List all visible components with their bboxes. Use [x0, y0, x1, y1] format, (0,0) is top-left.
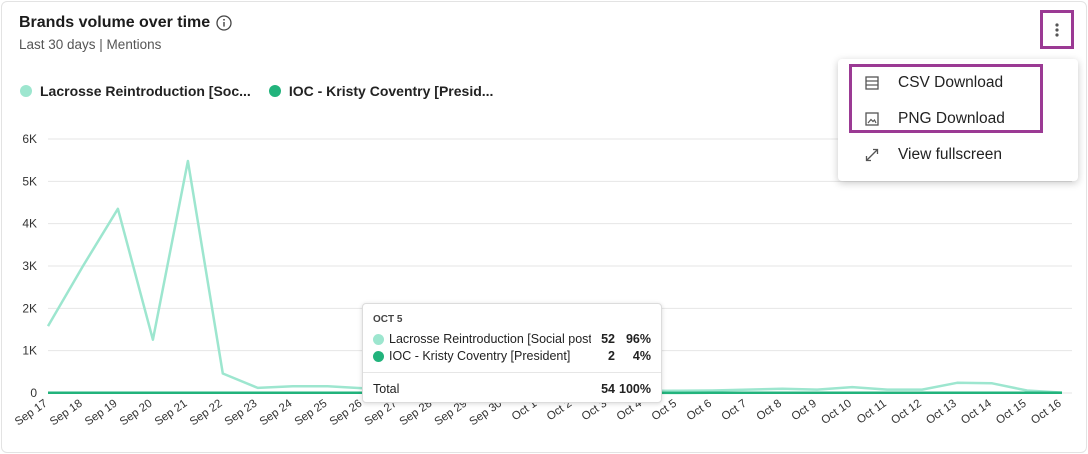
legend-label: Lacrosse Reintroduction [Soc...	[40, 83, 251, 99]
legend-dot-icon	[20, 85, 32, 97]
legend-item-series-2[interactable]: IOC - Kristy Coventry [Presid...	[268, 83, 494, 99]
tooltip-series-name: IOC - Kristy Coventry [President]	[389, 349, 571, 363]
x-tick-label: Sep 18	[48, 398, 85, 429]
x-tick-label: Oct 12	[889, 398, 924, 427]
x-tick-label: Oct 15	[994, 398, 1029, 427]
x-tick-label: Oct 11	[855, 398, 889, 427]
tooltip-total-pct: 100%	[619, 382, 651, 396]
y-tick-label: 1K	[22, 344, 37, 358]
x-tick-label: Sep 20	[118, 398, 155, 429]
tooltip-divider	[363, 372, 661, 373]
tooltip-row-series-1: Lacrosse Reintroduction [Social posts] 5…	[373, 331, 651, 347]
x-tick-label: Oct 6	[685, 398, 714, 424]
y-tick-label: 2K	[22, 301, 37, 315]
chart-legend: Lacrosse Reintroduction [Soc... IOC - Kr…	[20, 83, 493, 99]
x-tick-label: Oct 7	[720, 398, 749, 424]
x-tick-label: Sep 19	[83, 398, 120, 429]
legend-dot-icon	[268, 85, 281, 97]
x-tick-label: Sep 23	[223, 398, 260, 429]
chart-subtitle: Last 30 days | Mentions	[19, 37, 162, 52]
y-tick-label: 5K	[22, 174, 37, 188]
x-tick-label: Sep 24	[258, 397, 295, 428]
menu-item-csv-download[interactable]: CSV Download	[838, 65, 1078, 101]
tooltip-series-pct: 4%	[632, 349, 651, 363]
menu-item-label: PNG Download	[898, 110, 1005, 127]
x-tick-label: Oct 16	[1029, 398, 1064, 427]
chart-title: Brands volume over time	[19, 14, 211, 31]
x-tick-label: Sep 26	[328, 398, 365, 429]
x-tick-label: Sep 25	[293, 398, 330, 429]
menu-item-label: CSV Download	[898, 74, 1004, 91]
x-tick-label: Oct 8	[755, 398, 784, 424]
y-tick-label: 3K	[22, 259, 37, 273]
info-icon[interactable]	[216, 15, 232, 31]
kebab-menu-icon	[1055, 22, 1059, 37]
legend-item-series-1[interactable]: Lacrosse Reintroduction [Soc...	[20, 83, 251, 99]
tooltip-series-pct: 96%	[625, 332, 651, 346]
x-tick-label: Oct 9	[790, 398, 819, 424]
tooltip-dot-icon	[373, 350, 384, 362]
tooltip-series-value: 2	[608, 349, 615, 363]
x-tick-label: Sep 21	[153, 398, 190, 429]
chart-title-row: Brands volume over time	[19, 14, 232, 32]
y-tick-label: 4K	[22, 217, 37, 231]
x-tick-label: Oct 13	[924, 398, 959, 427]
menu-item-label: View fullscreen	[898, 146, 1002, 163]
chart-tooltip: OCT 5 Lacrosse Reintroduction [Social po…	[362, 303, 662, 403]
tooltip-series-value: 52	[601, 332, 615, 346]
tooltip-dot-icon	[373, 333, 384, 345]
tooltip-date: OCT 5	[373, 314, 403, 325]
menu-item-view-fullscreen[interactable]: View fullscreen	[838, 137, 1078, 173]
export-menu: CSV Download PNG Download View fullscree…	[838, 59, 1078, 181]
tooltip-total-label: Total	[373, 382, 400, 396]
y-tick-label: 0	[30, 386, 37, 400]
tooltip-row-series-2: IOC - Kristy Coventry [President] 2 4%	[373, 348, 651, 364]
x-tick-label: Sep 17	[13, 398, 50, 429]
expand-icon	[864, 147, 880, 163]
x-tick-label: Oct 10	[819, 398, 854, 427]
y-axis-ticks: 0 1K 2K 3K 4K 5K 6K	[22, 132, 37, 400]
y-tick-label: 6K	[22, 132, 37, 146]
legend-label: IOC - Kristy Coventry [Presid...	[288, 83, 494, 99]
tooltip-series-name: Lacrosse Reintroduction [Social posts]	[389, 332, 591, 346]
more-options-button[interactable]	[1040, 10, 1074, 49]
image-icon	[864, 111, 880, 127]
x-tick-label: Oct 14	[959, 397, 994, 427]
table-icon	[864, 75, 880, 91]
tooltip-total-value: 54	[601, 382, 615, 396]
menu-item-png-download[interactable]: PNG Download	[838, 101, 1078, 137]
x-tick-label: Sep 22	[188, 398, 225, 429]
